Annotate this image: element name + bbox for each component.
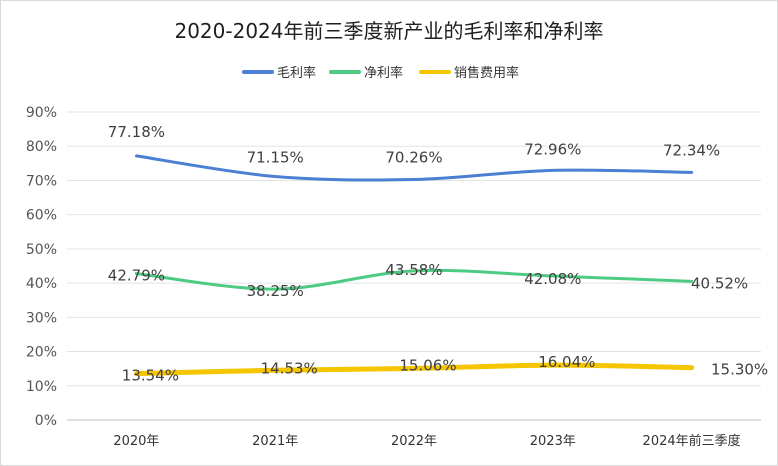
data-label: 70.26% — [385, 149, 442, 167]
y-tick-label: 50% — [26, 242, 57, 258]
data-label: 42.08% — [524, 270, 581, 288]
y-tick-label: 10% — [26, 379, 57, 395]
data-label: 14.53% — [261, 359, 318, 377]
series-line-1 — [134, 268, 694, 291]
data-labels: 77.18% 71.15% 70.26% 72.96% 72.34% 42.79% 38.2… — [108, 123, 768, 385]
legend: 毛利率 净利率 销售费用率 — [242, 65, 519, 81]
y-tick-label: 80% — [26, 139, 57, 155]
y-tick-label: 90% — [26, 105, 57, 121]
legend-label: 销售费用率 — [454, 65, 519, 81]
x-axis-ticks: 2020年 2021年 2022年 2023年 2024年前三季度 — [113, 433, 740, 449]
chart-title: 2020-2024年前三季度新产业的毛利率和净利率 — [174, 19, 603, 43]
series-lines — [133, 154, 695, 377]
data-label: 13.54% — [122, 367, 179, 385]
data-label: 16.04% — [538, 353, 595, 371]
data-label: 15.30% — [711, 361, 768, 379]
gridlines — [67, 111, 761, 421]
x-tick-label: 2023年 — [530, 434, 576, 449]
data-label: 72.96% — [524, 140, 581, 158]
y-tick-label: 30% — [26, 310, 57, 326]
y-axis-ticks: 0% 10% 20% 30% 40% 50% 60% 70% 80% 90% — [26, 105, 57, 429]
y-tick-label: 0% — [35, 413, 57, 429]
x-tick-label: 2024年前三季度 — [643, 433, 741, 449]
x-tick-label: 2020年 — [113, 434, 159, 449]
y-tick-label: 60% — [26, 208, 57, 224]
data-label: 42.79% — [108, 267, 165, 285]
y-tick-label: 40% — [26, 276, 57, 292]
data-label: 43.58% — [385, 261, 442, 279]
x-tick-label: 2022年 — [391, 434, 437, 449]
data-label: 40.52% — [691, 274, 748, 292]
data-label: 77.18% — [108, 123, 165, 141]
x-tick-label: 2021年 — [252, 434, 298, 449]
data-label: 72.34% — [663, 141, 720, 159]
series-line-0 — [134, 154, 694, 182]
data-label: 15.06% — [399, 356, 456, 374]
series-line-2 — [133, 362, 695, 377]
legend-label: 净利率 — [364, 65, 403, 81]
data-label: 71.15% — [247, 149, 304, 167]
data-label: 38.25% — [247, 282, 304, 300]
legend-label: 毛利率 — [277, 65, 316, 81]
y-tick-label: 70% — [26, 173, 57, 189]
y-tick-label: 20% — [26, 345, 57, 361]
